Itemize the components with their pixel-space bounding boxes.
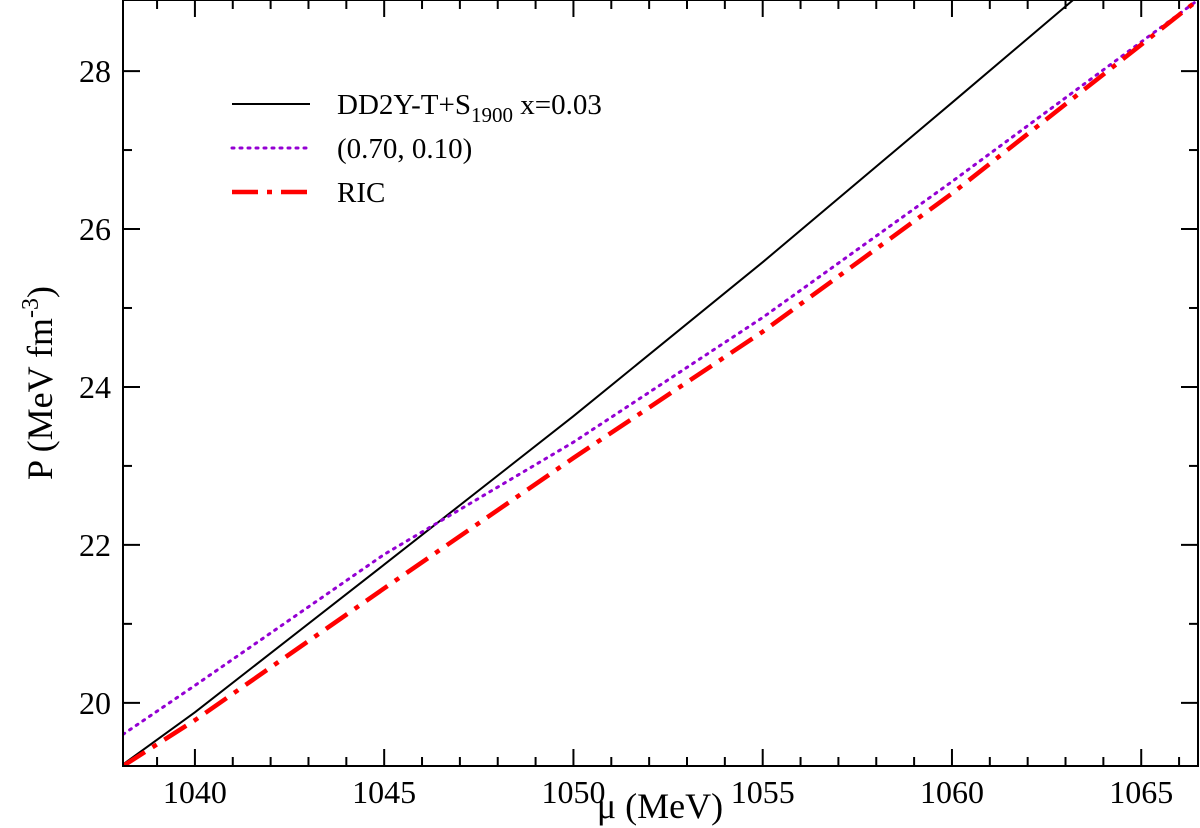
legend-label-1: DD2Y-T+S1900 x=0.03 xyxy=(337,89,602,127)
y-axis-title-main: P (MeV fm xyxy=(20,318,60,480)
series-line-1 xyxy=(123,0,1074,766)
legend: DD2Y-T+S1900 x=0.03 (0.70, 0.10) RIC xyxy=(230,89,602,209)
y-axis-title: P (MeV fm-3) xyxy=(18,286,60,480)
legend-label-2: (0.70, 0.10) xyxy=(337,133,472,165)
y-tick-label: 20 xyxy=(79,685,111,721)
plot-frame xyxy=(122,0,1199,767)
plot-area xyxy=(123,0,1198,766)
x-tick-label: 1065 xyxy=(1109,774,1173,810)
legend-label-3: RIC xyxy=(337,177,385,209)
x-axis-title: μ (MeV) xyxy=(597,786,723,826)
x-tick-label: 1045 xyxy=(352,774,416,810)
series-line-2 xyxy=(123,0,1198,736)
ticks: 1040 1045 1050 1055 1060 1065 20 22 24 26 28 xyxy=(79,0,1198,810)
x-tick-label: 1060 xyxy=(920,774,984,810)
y-tick-label: 28 xyxy=(79,53,111,89)
y-axis-title-close: ) xyxy=(20,286,60,298)
x-tick-label: 1055 xyxy=(731,774,795,810)
x-tick-label: 1040 xyxy=(163,774,227,810)
x-tick-label: 1050 xyxy=(541,774,605,810)
series-line-3 xyxy=(123,0,1198,766)
y-axis-title-sup: -3 xyxy=(18,298,44,318)
y-tick-label: 24 xyxy=(79,369,111,405)
y-tick-label: 26 xyxy=(79,211,111,247)
y-tick-label: 22 xyxy=(79,527,111,563)
